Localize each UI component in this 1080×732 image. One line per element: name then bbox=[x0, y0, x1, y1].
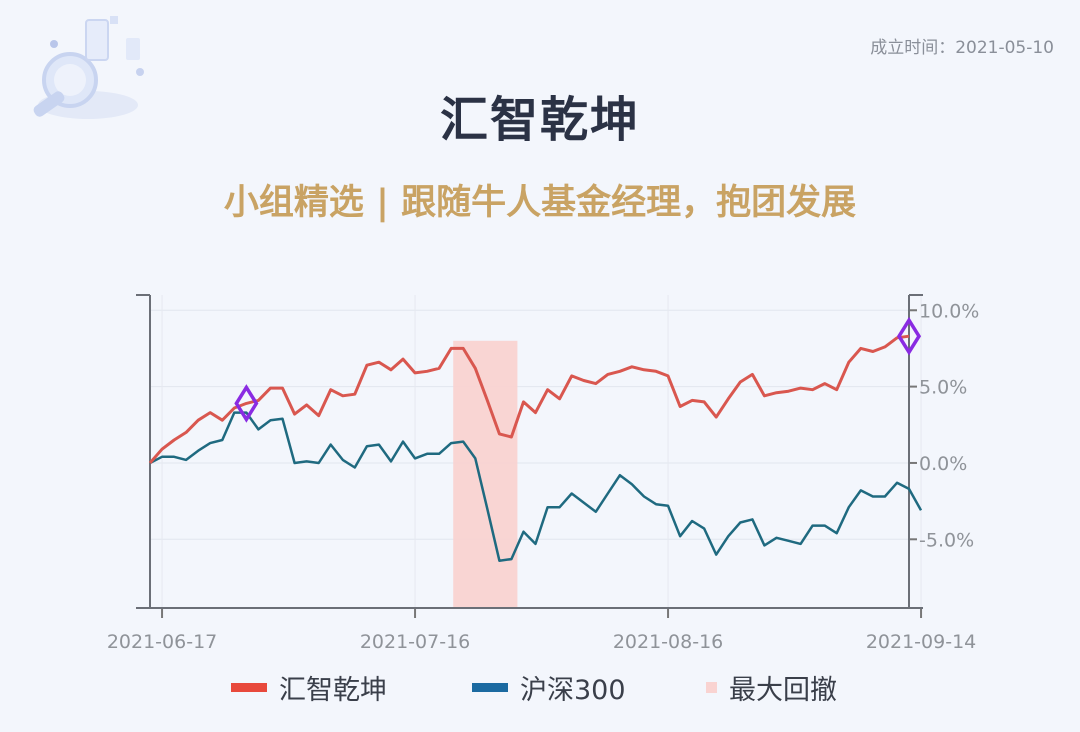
drawdown-band bbox=[453, 340, 518, 608]
page-subtitle: 小组精选 | 跟随牛人基金经理，抱团发展 bbox=[223, 183, 857, 223]
legend-swatch-drawdown bbox=[706, 682, 717, 693]
markers bbox=[234, 316, 922, 423]
y-tick-label: -5.0% bbox=[919, 529, 974, 551]
series-lines bbox=[148, 334, 923, 562]
x-tick-label: 2021-09-14 bbox=[866, 631, 976, 653]
series-line-fund bbox=[148, 334, 910, 464]
legend-item-index: 沪深300 bbox=[472, 668, 626, 707]
x-tick-label: 2021-06-17 bbox=[107, 631, 217, 653]
x-tick-label: 2021-08-16 bbox=[613, 631, 723, 653]
legend-label-drawdown: 最大回撤 bbox=[729, 675, 837, 706]
series-line-index bbox=[149, 411, 923, 562]
magnifier-illustration-icon bbox=[18, 10, 168, 134]
legend: 汇智乾坤 沪深300 最大回撤 bbox=[0, 668, 1080, 708]
tick-labels: 10.0% 5.0% 0.0% -5.0% 2021-06-17 2021-07-16 20… bbox=[107, 300, 980, 653]
y-tick-label: 0.0% bbox=[919, 453, 967, 475]
legend-swatch-index bbox=[472, 683, 508, 692]
drawdown-area bbox=[453, 340, 518, 608]
legend-item-fund: 汇智乾坤 bbox=[231, 668, 387, 707]
legend-swatch-fund bbox=[231, 683, 267, 692]
legend-label-index: 沪深300 bbox=[520, 675, 626, 706]
legend-label-fund: 汇智乾坤 bbox=[279, 675, 387, 706]
grid-lines bbox=[150, 295, 922, 608]
y-tick-label: 5.0% bbox=[919, 377, 967, 399]
founded-date: 成立时间：2021-05-10 bbox=[870, 38, 1054, 58]
x-tick-label: 2021-07-16 bbox=[360, 631, 470, 653]
page-title: 汇智乾坤 bbox=[439, 92, 640, 148]
y-tick-label: 10.0% bbox=[919, 300, 979, 322]
diamond-marker bbox=[234, 384, 259, 423]
axes bbox=[136, 294, 923, 618]
diamond-marker bbox=[896, 316, 922, 356]
legend-item-drawdown: 最大回撤 bbox=[706, 668, 837, 707]
